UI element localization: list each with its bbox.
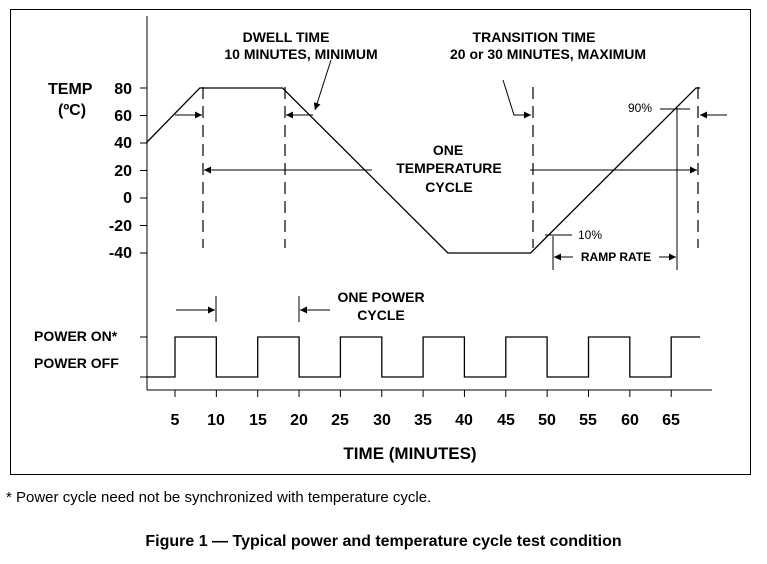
- y-tick-marks: [140, 87, 147, 378]
- dashed-markers: [202, 87, 699, 248]
- y-tick-label: 60: [114, 108, 132, 125]
- y-tick-label: 40: [114, 135, 132, 152]
- figure-border: [10, 9, 751, 475]
- cycle-label-line3: CYCLE: [425, 179, 472, 195]
- power-off-label: POWER OFF: [34, 355, 119, 371]
- temperature-profile-line: [145, 87, 701, 254]
- temp-axis-unit: (ºC): [58, 102, 86, 119]
- x-tick-label: 45: [497, 412, 515, 429]
- transition-label-line2: 20 or 30 MINUTES, MAXIMUM: [450, 46, 646, 62]
- y-tick-labels: 80 60 40 20 0 -20 -40: [109, 81, 132, 262]
- power-cycle-label-line1: ONE POWER: [337, 289, 424, 305]
- x-tick-label: 40: [455, 412, 473, 429]
- x-tick-labels: 5 10 15 20 25 30 35 40 45 50 55 60 65: [171, 412, 680, 429]
- x-tick-label: 35: [414, 412, 432, 429]
- dwell-label-line1: DWELL TIME: [243, 29, 330, 45]
- x-axis-title: TIME (MINUTES): [343, 444, 476, 463]
- power-cycle-label-line2: CYCLE: [357, 307, 404, 323]
- transition-leader-arrow: [502, 79, 531, 119]
- x-tick-label: 55: [579, 412, 597, 429]
- x-tick-label: 5: [171, 412, 180, 429]
- x-tick-marks: [174, 390, 672, 397]
- y-tick-label: -40: [109, 245, 132, 262]
- pct-90-label: 90%: [628, 101, 652, 115]
- cycle-label-line1: ONE: [433, 142, 463, 158]
- ramp-rate-label: RAMP RATE: [581, 250, 651, 264]
- x-tick-label: 65: [662, 412, 680, 429]
- x-tick-label: 15: [249, 412, 267, 429]
- dwell-label-line2: 10 MINUTES, MINIMUM: [224, 46, 377, 62]
- x-tick-label: 25: [331, 412, 349, 429]
- power-on-label: POWER ON*: [34, 328, 118, 344]
- x-tick-label: 30: [373, 412, 391, 429]
- pct-10-label: 10%: [578, 228, 602, 242]
- temperature-power-cycle-chart: TEMP (ºC) 80 60 40 20 0 -20 -40 POWER ON…: [10, 9, 751, 475]
- x-tick-label: 60: [621, 412, 639, 429]
- footnote: * Power cycle need not be synchronized w…: [6, 489, 432, 506]
- y-tick-label: -20: [109, 218, 132, 235]
- x-tick-label: 20: [290, 412, 308, 429]
- y-tick-label: 20: [114, 163, 132, 180]
- temp-axis-label: TEMP: [48, 81, 93, 98]
- cycle-label-line2: TEMPERATURE: [396, 160, 502, 176]
- y-tick-label: 80: [114, 81, 132, 98]
- dwell-leader-arrow: [313, 59, 332, 111]
- x-tick-label: 10: [207, 412, 225, 429]
- x-tick-label: 50: [538, 412, 556, 429]
- figure-caption: Figure 1 — Typical power and temperature…: [145, 533, 622, 550]
- transition-label-line1: TRANSITION TIME: [473, 29, 596, 45]
- y-tick-label: 0: [123, 190, 132, 207]
- power-cycle-waveform: [146, 336, 701, 378]
